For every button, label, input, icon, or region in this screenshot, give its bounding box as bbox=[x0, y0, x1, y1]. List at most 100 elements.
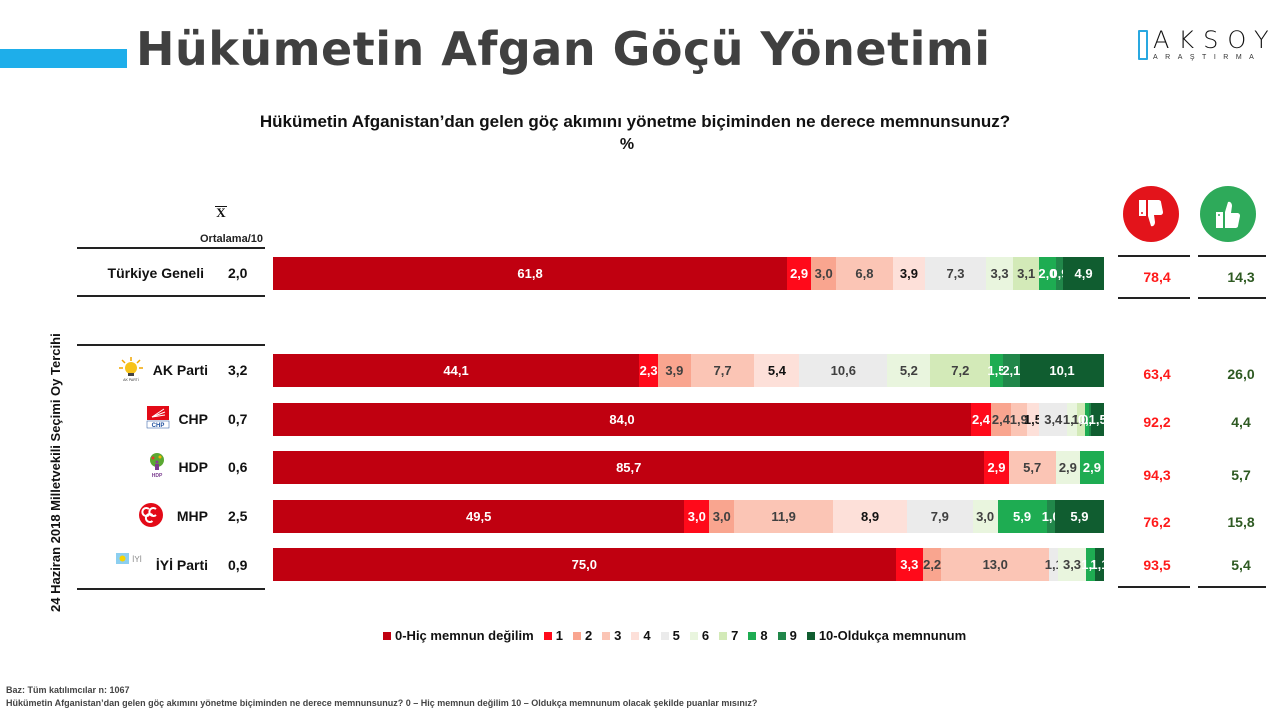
bar-segment-10: 5,9 bbox=[1054, 500, 1104, 533]
footnote-question: Hükümetin Afganistan’dan gelen göç akımı… bbox=[6, 698, 758, 708]
legend-swatch bbox=[383, 631, 391, 640]
positive-total: 5,7 bbox=[1231, 467, 1251, 483]
bar-segment-1: 3,3 bbox=[895, 548, 924, 581]
positive-total: 26,0 bbox=[1227, 366, 1255, 382]
bar-segment-6: 5,2 bbox=[887, 354, 931, 387]
chart-legend: 0-Hiç memnun değilim 1 2 3 4 5 6 7 8 9 10-Oldukça … bbox=[383, 628, 976, 643]
bar-segment-0: 85,7 bbox=[273, 451, 985, 484]
row-average: 2,5 bbox=[228, 508, 248, 524]
legend-item-4: 4 bbox=[631, 628, 651, 643]
row-label-ak-parti: AK Parti bbox=[152, 362, 208, 378]
thumbs-down-icon bbox=[1123, 186, 1179, 242]
bar-segment-10: 4,9 bbox=[1063, 257, 1104, 290]
bar-segment-8: 1,5 bbox=[987, 354, 1005, 387]
legend-swatch bbox=[602, 631, 611, 640]
bar-segment-8: 2,9 bbox=[1079, 451, 1104, 484]
bar-segment-0: 49,5 bbox=[273, 500, 685, 533]
legend-swatch bbox=[777, 631, 786, 640]
bar-segment-2: 2,4 bbox=[990, 403, 1011, 436]
positive-total: 14,3 bbox=[1227, 269, 1255, 285]
bar-segment-3: 6,8 bbox=[836, 257, 893, 290]
svg-text:CHP: CHP bbox=[152, 423, 165, 429]
bar-segment-6: 1,1 bbox=[1063, 403, 1081, 436]
bar-segment-1: 2,3 bbox=[639, 354, 659, 387]
divider bbox=[77, 247, 265, 249]
accent-bar bbox=[0, 49, 127, 68]
hdp-logo: HDP bbox=[144, 452, 170, 479]
mean-symbol: X bbox=[216, 205, 226, 220]
thumbs-up-icon bbox=[1200, 186, 1256, 242]
bar-segment-7: 7,2 bbox=[930, 354, 991, 387]
divider bbox=[1118, 297, 1190, 299]
row-average: 2,0 bbox=[228, 265, 248, 281]
stacked-bar-hdp: 85,7 2,9 5,7 2,9 2,9 bbox=[273, 451, 1104, 484]
bar-segment-9: 0,9 bbox=[1050, 257, 1068, 290]
divider bbox=[1198, 255, 1266, 257]
stacked-bar-turkiye: 61,8 2,9 3,0 6,8 3,9 7,3 3,3 3,1 2,0 0,9 4,9 bbox=[273, 257, 1104, 290]
bar-segment-2: 2,2 bbox=[923, 548, 942, 581]
mhp-logo bbox=[138, 502, 164, 528]
legend-item-3: 3 bbox=[602, 628, 621, 643]
footnote-base: Baz: Tüm katılımcılar n: 1067 bbox=[6, 685, 130, 695]
bar-segment-3: 1,9 bbox=[1010, 403, 1028, 436]
legend-item-0: 0-Hiç memnun değilim bbox=[383, 628, 534, 643]
row-label-mhp: MHP bbox=[176, 508, 208, 524]
bar-segment-8: 2,0 bbox=[1038, 257, 1056, 290]
legend-label: 3 bbox=[614, 628, 622, 643]
bar-segment-0: 44,1 bbox=[273, 354, 640, 387]
positive-total: 15,8 bbox=[1227, 514, 1255, 530]
negative-total: 63,4 bbox=[1143, 366, 1171, 382]
bar-segment-1: 3,0 bbox=[684, 500, 710, 533]
bar-segment-1: 2,9 bbox=[787, 257, 812, 290]
bar-segment-10: 1,1 bbox=[1090, 548, 1108, 581]
row-label-chp: CHP bbox=[178, 411, 208, 427]
bar-segment-0: 75,0 bbox=[273, 548, 896, 581]
logo-mark-icon bbox=[1138, 30, 1148, 60]
stacked-bar-ak-parti: 44,1 2,3 3,9 7,7 5,4 10,6 5,2 7,2 1,5 2,1 10,1 bbox=[273, 354, 1104, 387]
bar-segment-5: 3,4 bbox=[1039, 403, 1068, 436]
legend-label: 2 bbox=[584, 628, 593, 643]
legend-swatch bbox=[719, 631, 728, 640]
mean-overline bbox=[215, 206, 227, 207]
legend-item-10: 10-Oldukça memnunum bbox=[806, 628, 966, 643]
bar-segment-6: 3,3 bbox=[1058, 548, 1086, 581]
svg-text:İYİ: İYİ bbox=[132, 555, 142, 564]
stacked-bar-iyi-parti: 75,0 3,3 2,2 13,0 1,1 3,3 1,1 1,1 bbox=[273, 548, 1108, 581]
bar-segment-2: 3,0 bbox=[709, 500, 735, 533]
divider bbox=[1118, 255, 1190, 257]
bar-segment-10: 10,1 bbox=[1020, 354, 1104, 387]
divider bbox=[1118, 586, 1190, 588]
chart-unit: % bbox=[619, 136, 635, 153]
row-average: 3,2 bbox=[228, 362, 248, 378]
bar-segment-3: 7,7 bbox=[690, 354, 755, 387]
bar-segment-5: 7,9 bbox=[907, 500, 973, 533]
legend-label: 6 bbox=[701, 628, 710, 643]
legend-item-7: 7 bbox=[719, 628, 738, 643]
average-header: Ortalama/10 bbox=[200, 233, 263, 245]
legend-swatch bbox=[660, 631, 669, 640]
bar-segment-6: 2,9 bbox=[1055, 451, 1080, 484]
row-label-iyi-parti: İYİ Parti bbox=[155, 557, 208, 573]
stacked-bar-chp: 84,0 2,4 2,4 1,9 1,5 3,4 1,1 1,0 0,5 0,3 1,5 bbox=[273, 403, 1107, 436]
aksoy-logo: AKSOY ARAŞTIRMA bbox=[1138, 26, 1269, 64]
bar-segment-2: 3,0 bbox=[811, 257, 837, 290]
bar-segment-3: 11,9 bbox=[734, 500, 834, 533]
bar-segment-5: 7,3 bbox=[925, 257, 986, 290]
bar-segment-3: 5,7 bbox=[1008, 451, 1056, 484]
legend-swatch bbox=[806, 631, 815, 640]
negative-total: 94,3 bbox=[1143, 467, 1171, 483]
bar-segment-4: 5,4 bbox=[754, 354, 800, 387]
negative-total: 76,2 bbox=[1143, 514, 1171, 530]
negative-total: 78,4 bbox=[1143, 269, 1171, 285]
bar-segment-0: 61,8 bbox=[273, 257, 788, 290]
legend-label: 7 bbox=[731, 628, 739, 643]
bar-segment-10: 1,5 bbox=[1089, 403, 1107, 436]
side-axis-label: 24 Haziran 2018 Milletvekili Seçimi Oy T… bbox=[48, 333, 63, 612]
bar-segment-5: 1,1 bbox=[1045, 548, 1063, 581]
legend-swatch bbox=[572, 631, 581, 640]
divider bbox=[77, 344, 265, 346]
positive-total: 4,4 bbox=[1231, 414, 1251, 430]
bar-segment-4: 3,9 bbox=[892, 257, 926, 290]
page-title: Hükümetin Afgan Göçü Yönetimi bbox=[136, 22, 991, 76]
positive-total: 5,4 bbox=[1231, 557, 1251, 573]
